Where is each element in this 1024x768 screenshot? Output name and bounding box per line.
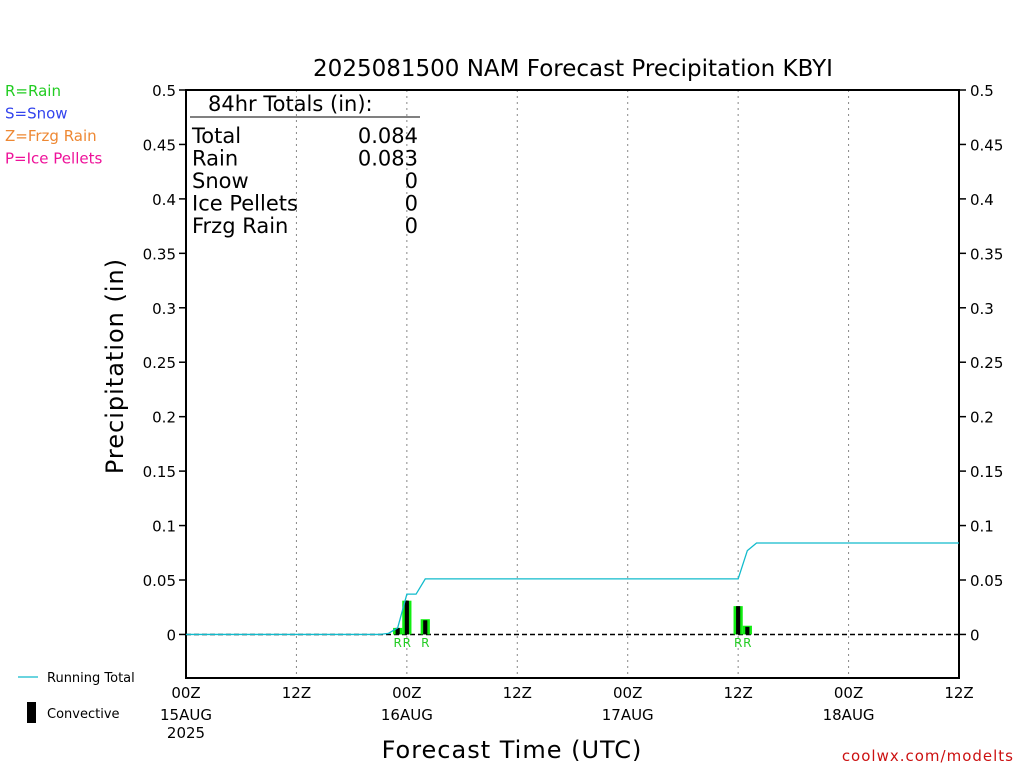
x-tick-label: 00Z xyxy=(613,684,642,702)
y-tick-label-right: 0.1 xyxy=(970,518,994,536)
x-tick-label: 12Z xyxy=(503,684,532,702)
y-tick-label-right: 0.35 xyxy=(970,245,1003,263)
x-tick-label: 00Z xyxy=(392,684,421,702)
y-axis-left-labels: 0.5 0.45 0.4 0.35 0.3 0.25 0.2 0.15 0.1 0.05 0 xyxy=(143,82,186,644)
x-tick-label: 00Z xyxy=(834,684,863,702)
convective-bar xyxy=(404,600,409,635)
precip-type-label: R xyxy=(734,636,742,650)
precip-type-label: R xyxy=(393,636,401,650)
x-tick-label: 00Z xyxy=(171,684,200,702)
y-tick-label-left: 0.2 xyxy=(152,409,176,427)
totals-heading: 84hr Totals (in): xyxy=(208,92,373,116)
y-tick-label-left: 0.25 xyxy=(143,354,176,372)
y-tick-label-right: 0.45 xyxy=(970,136,1003,154)
y-tick-label-left: 0.5 xyxy=(152,82,176,100)
y-tick-label-left: 0 xyxy=(166,626,176,644)
convective-bar xyxy=(745,626,750,635)
totals-row-value: 0 xyxy=(405,192,418,216)
chart-title: 2025081500 NAM Forecast Precipitation KB… xyxy=(313,56,833,82)
y-tick-label-right: 0.15 xyxy=(970,463,1003,481)
y-tick-label-right: 0.2 xyxy=(970,409,994,427)
x-tick-label: 12Z xyxy=(723,684,752,702)
precip-type-legend-item: R=Rain xyxy=(5,82,61,100)
x-tick-sublabel: 15AUG xyxy=(160,706,212,724)
totals-row-value: 0.084 xyxy=(358,124,418,148)
credit-text: coolwx.com/modelts xyxy=(842,747,1014,765)
y-tick-label-right: 0 xyxy=(970,626,980,644)
series-legend: Running Total Convective xyxy=(18,671,135,723)
convective-bars xyxy=(395,600,750,635)
y-axis-title: Precipitation (in) xyxy=(101,258,129,474)
y-tick-label-left: 0.1 xyxy=(152,518,176,536)
y-tick-label-right: 0.5 xyxy=(970,82,994,100)
precip-type-label: R xyxy=(403,636,411,650)
totals-row-label: Frzg Rain xyxy=(192,214,288,238)
y-tick-label-right: 0.05 xyxy=(970,572,1003,590)
running-total-line xyxy=(186,542,959,636)
totals-row-value: 0 xyxy=(405,169,418,193)
y-tick-label-right: 0.25 xyxy=(970,354,1003,372)
convective-bar xyxy=(736,606,741,635)
precip-type-legend-item: Z=Frzg Rain xyxy=(5,127,97,145)
precip-type-label: R xyxy=(743,636,751,650)
x-tick-sublabel: 17AUG xyxy=(602,706,654,724)
precip-type-legend-item: P=Ice Pellets xyxy=(5,150,102,168)
y-tick-label-right: 0.3 xyxy=(970,300,994,318)
convective-bar xyxy=(423,620,428,635)
precip-bars xyxy=(393,600,752,635)
precip-type-legend: R=Rain S=Snow Z=Frzg Rain P=Ice Pellets xyxy=(5,82,102,168)
totals-row-label: Ice Pellets xyxy=(192,192,298,216)
totals-row-label: Rain xyxy=(192,147,238,171)
totals-box: 84hr Totals (in): Total 0.084 Rain 0.083 Sno… xyxy=(190,92,420,238)
grid-lines xyxy=(295,90,850,678)
precip-type-legend-item: S=Snow xyxy=(5,105,68,123)
x-tick-label: 12Z xyxy=(944,684,973,702)
x-tick-sublabel: 16AUG xyxy=(381,706,433,724)
totals-row-label: Snow xyxy=(192,169,249,193)
x-axis-title: Forecast Time (UTC) xyxy=(382,736,643,764)
totals-row-label: Total xyxy=(191,124,241,148)
running-total-legend-label: Running Total xyxy=(47,671,135,686)
y-tick-label-left: 0.35 xyxy=(143,245,176,263)
y-tick-label-left: 0.3 xyxy=(152,300,176,318)
totals-row-value: 0 xyxy=(405,214,418,238)
y-tick-label-left: 0.4 xyxy=(152,191,176,209)
y-tick-label-right: 0.4 xyxy=(970,191,994,209)
y-axis-right-labels: 0.5 0.45 0.4 0.35 0.3 0.25 0.2 0.15 0.1 0.05 0 xyxy=(959,82,1003,644)
precip-type-label: R xyxy=(421,636,429,650)
totals-row-value: 0.083 xyxy=(358,147,418,171)
y-tick-label-left: 0.15 xyxy=(143,463,176,481)
x-tick-sublabel: 18AUG xyxy=(823,706,875,724)
convective-legend-swatch xyxy=(27,702,36,723)
totals-rows: Total 0.084 Rain 0.083 Snow 0 Ice Pellets 0 Frzg… xyxy=(191,124,418,238)
y-tick-label-left: 0.45 xyxy=(143,136,176,154)
convective-bar xyxy=(395,627,400,635)
x-tick-label: 12Z xyxy=(282,684,311,702)
plot-frame xyxy=(185,89,960,679)
y-tick-label-left: 0.05 xyxy=(143,572,176,590)
x-tick-sublabel: 2025 xyxy=(167,724,205,742)
convective-legend-label: Convective xyxy=(47,707,120,722)
